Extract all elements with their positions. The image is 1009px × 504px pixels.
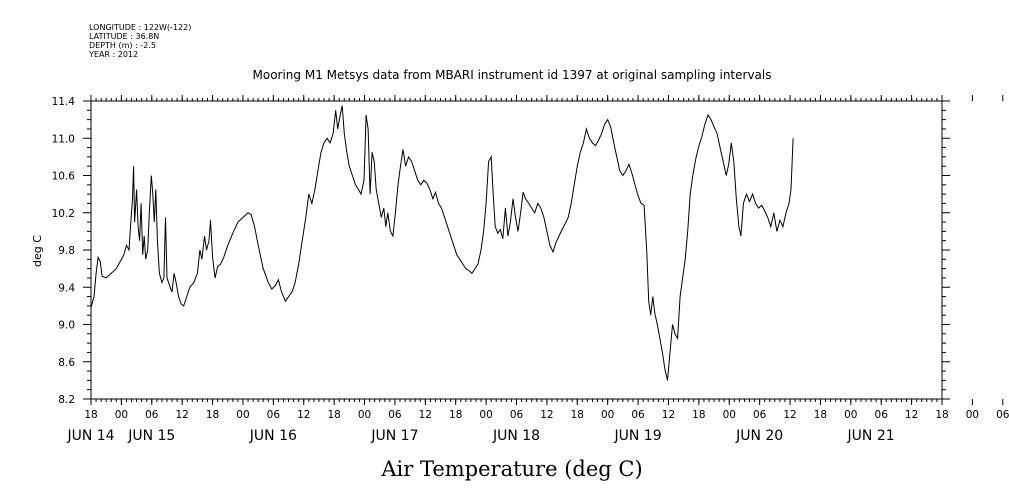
y-tick-label: 8.6 <box>58 357 75 369</box>
x-date-label: JUN 18 <box>492 428 540 444</box>
meta-year: YEAR : 2012 <box>88 50 138 59</box>
x-tick-label: 12 <box>905 409 918 421</box>
x-tick-label: 00 <box>236 409 249 421</box>
x-date-label: JUN 16 <box>249 428 297 444</box>
x-tick-label: 18 <box>449 409 462 421</box>
x-tick-label: 06 <box>875 409 889 421</box>
x-tick-label: 12 <box>540 409 553 421</box>
chart-title: Mooring M1 Metsys data from MBARI instru… <box>253 68 772 82</box>
x-date-label: JUN 21 <box>847 428 895 444</box>
y-tick-label: 11.4 <box>52 96 76 108</box>
y-tick-label: 11.0 <box>52 133 75 145</box>
meta-depth: DEPTH (m) : -2.5 <box>89 41 156 50</box>
meta-latitude: LATITUDE : 36.8N <box>89 32 159 41</box>
x-tick-label: 06 <box>267 409 281 421</box>
x-axis-title: Air Temperature (deg C) <box>380 457 642 481</box>
x-tick-label: 12 <box>297 409 310 421</box>
x-date-label: JUN 14 <box>66 428 114 444</box>
x-tick-label: 18 <box>327 409 340 421</box>
meta-longitude: LONGITUDE : 122W(-122) <box>89 23 191 32</box>
x-date-label: JUN 20 <box>735 428 783 444</box>
x-tick-label: 18 <box>571 409 584 421</box>
y-axis-label: deg C <box>31 235 44 267</box>
x-tick-label: 18 <box>692 409 705 421</box>
y-tick-label: 9.4 <box>58 282 75 294</box>
x-tick-label: 00 <box>844 409 857 421</box>
x-tick-label: 18 <box>84 409 97 421</box>
x-tick-label: 12 <box>783 409 796 421</box>
x-tick-label: 18 <box>814 409 827 421</box>
x-tick-label: 12 <box>662 409 675 421</box>
y-tick-label: 9.8 <box>58 245 75 257</box>
x-tick-label: 00 <box>479 409 492 421</box>
x-date-label: JUN 15 <box>127 428 175 444</box>
meta-block: LONGITUDE : 122W(-122) LATITUDE : 36.8N … <box>88 23 191 59</box>
x-tick-label: 00 <box>358 409 371 421</box>
y-tick-label: 9.0 <box>58 320 75 332</box>
x-tick-label: 18 <box>206 409 219 421</box>
x-tick-label: 00 <box>966 409 979 421</box>
x-tick-label: 18 <box>935 409 948 421</box>
x-tick-label: 12 <box>419 409 432 421</box>
x-tick-label: 06 <box>631 409 645 421</box>
y-tick-label: 10.6 <box>52 171 76 183</box>
tick-layer <box>83 95 1004 405</box>
x-tick-label: 06 <box>510 409 524 421</box>
plot-frame <box>90 100 943 400</box>
x-date-label: JUN 19 <box>614 428 662 444</box>
x-tick-label: 00 <box>601 409 614 421</box>
x-date-label: JUN 17 <box>370 428 418 444</box>
label-layer: 18 00 06 12 18 00 06 12 18 00 06 12 18 00 06 12 18 00 06 12… <box>52 96 1009 444</box>
series-line <box>90 105 794 381</box>
x-tick-label: 00 <box>115 409 128 421</box>
x-tick-label: 06 <box>145 409 159 421</box>
x-tick-label: 06 <box>753 409 767 421</box>
y-tick-label: 10.2 <box>52 208 75 220</box>
x-tick-label: 06 <box>388 409 402 421</box>
x-tick-label: 12 <box>175 409 188 421</box>
x-tick-label: 06 <box>996 409 1009 421</box>
x-tick-label: 00 <box>723 409 736 421</box>
y-tick-label: 8.2 <box>58 394 75 406</box>
